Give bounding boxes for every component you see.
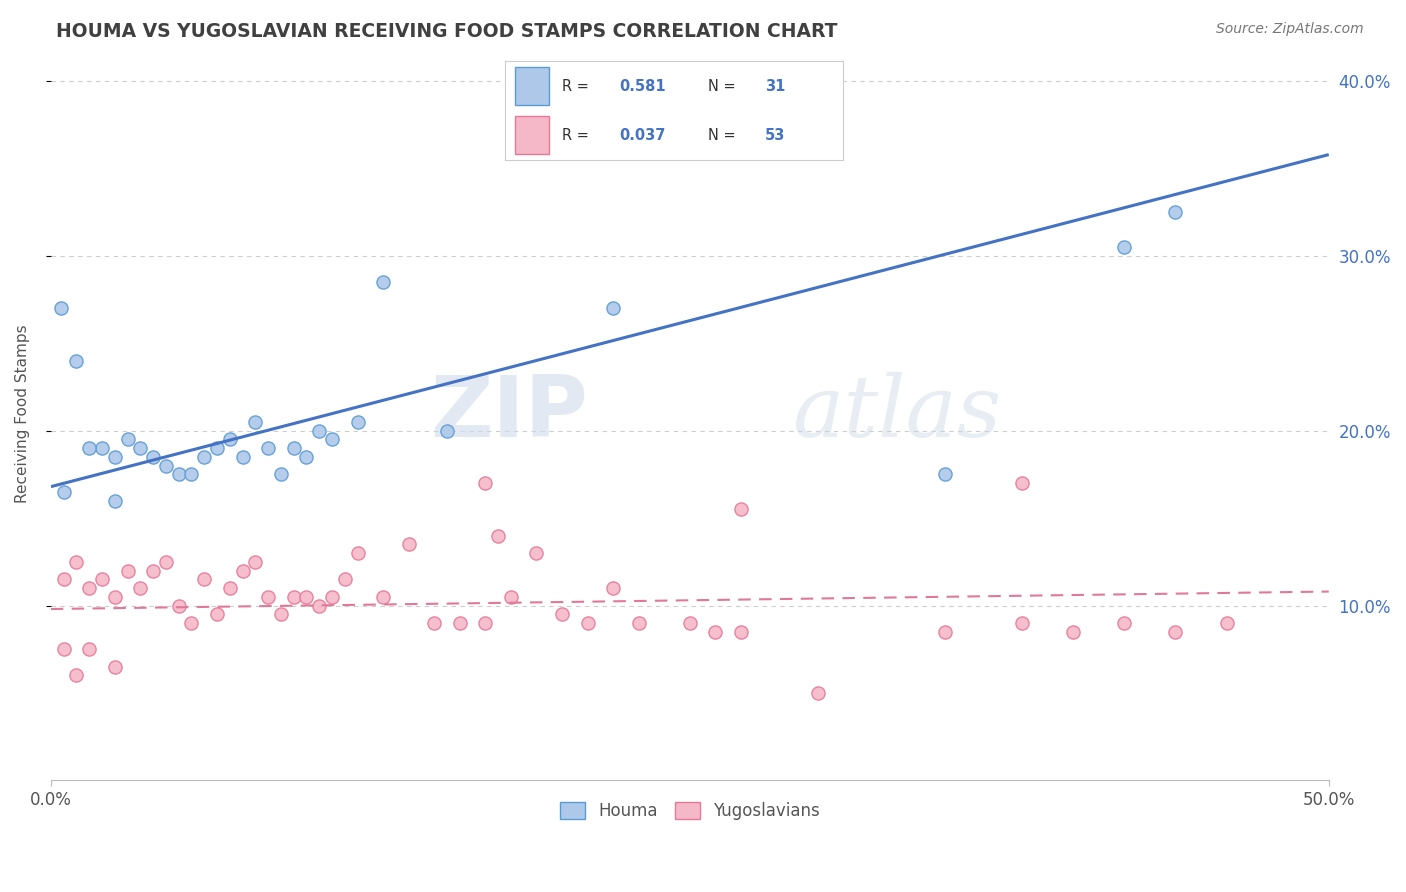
Point — [283, 590, 305, 604]
Point — [934, 624, 956, 639]
Point — [167, 467, 190, 482]
Point — [333, 572, 356, 586]
Legend: Houma, Yugoslavians: Houma, Yugoslavians — [554, 796, 827, 827]
Point — [526, 546, 548, 560]
Point — [679, 615, 702, 630]
Point — [167, 599, 190, 613]
Point — [551, 607, 574, 622]
Point — [1164, 205, 1187, 219]
Point — [77, 642, 100, 657]
Point — [104, 450, 127, 464]
Point — [474, 476, 496, 491]
Point — [65, 668, 87, 682]
Point — [231, 564, 253, 578]
Point — [730, 624, 752, 639]
Point — [257, 590, 280, 604]
Point — [730, 502, 752, 516]
Point — [308, 424, 330, 438]
Point — [52, 484, 75, 499]
Point — [91, 572, 114, 586]
Text: atlas: atlas — [792, 372, 1001, 455]
Point — [474, 615, 496, 630]
Point — [486, 528, 509, 542]
Point — [117, 564, 139, 578]
Point — [180, 615, 202, 630]
Point — [449, 615, 471, 630]
Point — [283, 441, 305, 455]
Point — [1114, 615, 1136, 630]
Point — [295, 450, 318, 464]
Point — [193, 572, 215, 586]
Point — [205, 607, 228, 622]
Point — [155, 458, 177, 473]
Point — [321, 590, 343, 604]
Text: Source: ZipAtlas.com: Source: ZipAtlas.com — [1216, 22, 1364, 37]
Point — [52, 642, 75, 657]
Point — [142, 450, 165, 464]
Point — [129, 581, 152, 595]
Point — [576, 615, 599, 630]
Point — [77, 581, 100, 595]
Point — [934, 467, 956, 482]
Point — [180, 467, 202, 482]
Point — [129, 441, 152, 455]
Point — [52, 572, 75, 586]
Point — [245, 415, 267, 429]
Point — [245, 555, 267, 569]
Text: HOUMA VS YUGOSLAVIAN RECEIVING FOOD STAMPS CORRELATION CHART: HOUMA VS YUGOSLAVIAN RECEIVING FOOD STAM… — [56, 22, 838, 41]
Point — [346, 415, 368, 429]
Point — [627, 615, 650, 630]
Point — [142, 564, 165, 578]
Point — [321, 433, 343, 447]
Point — [1011, 615, 1033, 630]
Point — [77, 441, 100, 455]
Point — [270, 467, 292, 482]
Point — [270, 607, 292, 622]
Point — [49, 301, 72, 316]
Point — [104, 590, 127, 604]
Point — [218, 581, 240, 595]
Point — [91, 441, 114, 455]
Point — [346, 546, 368, 560]
Point — [1164, 624, 1187, 639]
Point — [371, 590, 394, 604]
Point — [104, 659, 127, 673]
Text: ZIP: ZIP — [430, 372, 588, 455]
Point — [155, 555, 177, 569]
Point — [1062, 624, 1084, 639]
Point — [231, 450, 253, 464]
Point — [371, 275, 394, 289]
Point — [104, 493, 127, 508]
Point — [117, 433, 139, 447]
Point — [65, 354, 87, 368]
Point — [602, 581, 624, 595]
Point — [423, 615, 446, 630]
Point — [704, 624, 727, 639]
Point — [398, 537, 420, 551]
Point — [1215, 615, 1237, 630]
Point — [602, 301, 624, 316]
Point — [1011, 476, 1033, 491]
Point — [65, 555, 87, 569]
Point — [205, 441, 228, 455]
Point — [257, 441, 280, 455]
Point — [218, 433, 240, 447]
Point — [1114, 240, 1136, 254]
Point — [499, 590, 522, 604]
Point — [193, 450, 215, 464]
Point — [295, 590, 318, 604]
Point — [807, 686, 830, 700]
Point — [436, 424, 458, 438]
Point — [308, 599, 330, 613]
Y-axis label: Receiving Food Stamps: Receiving Food Stamps — [15, 324, 30, 502]
